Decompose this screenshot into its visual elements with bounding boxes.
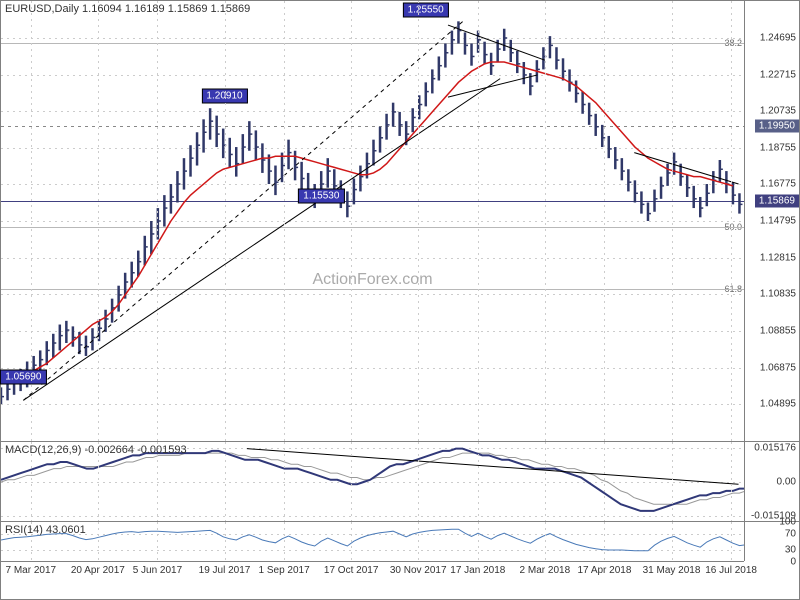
macd-title: MACD(12,26,9) -0.002664 -0.001593 bbox=[5, 444, 187, 456]
x-tick-label: 31 May 2018 bbox=[643, 565, 701, 576]
main-y-axis: 1.048951.068751.088551.108351.128151.147… bbox=[744, 1, 799, 441]
macd-y-axis: -0.0151090.000.015176 bbox=[744, 442, 799, 521]
price-label: 1.15530 bbox=[298, 188, 344, 203]
x-tick-label: 20 Apr 2017 bbox=[71, 565, 125, 576]
rsi-title: RSI(14) 43.0601 bbox=[5, 524, 86, 536]
instrument-title: EURUSD,Daily 1.16094 1.16189 1.15869 1.1… bbox=[5, 3, 250, 15]
main-panel: EURUSD,Daily 1.16094 1.16189 1.15869 1.1… bbox=[1, 1, 799, 441]
macd-panel: MACD(12,26,9) -0.002664 -0.001593 -0.015… bbox=[1, 441, 799, 521]
x-tick-label: 19 Jul 2017 bbox=[199, 565, 251, 576]
chart-container: EURUSD,Daily 1.16094 1.16189 1.15869 1.1… bbox=[0, 0, 800, 600]
macd-plot-area[interactable]: MACD(12,26,9) -0.002664 -0.001593 bbox=[1, 442, 744, 521]
x-tick-label: 2 Mar 2018 bbox=[520, 565, 571, 576]
rsi-panel: RSI(14) 43.0601 03070100 7 Mar 2017 20 Ap… bbox=[1, 521, 799, 581]
x-tick-label: 7 Mar 2017 bbox=[6, 565, 57, 576]
rsi-plot-area[interactable]: RSI(14) 43.0601 bbox=[1, 522, 744, 561]
x-tick-label: 17 Apr 2018 bbox=[577, 565, 631, 576]
x-tick-label: 5 Jun 2017 bbox=[133, 565, 183, 576]
price-label: 1.05690 bbox=[0, 370, 46, 385]
x-axis: 7 Mar 2017 20 Apr 2017 5 Jun 2017 19 Jul 20… bbox=[1, 561, 744, 581]
x-tick-label: 1 Sep 2017 bbox=[259, 565, 310, 576]
price-label: 1.25550 bbox=[403, 3, 449, 18]
x-tick-label: 17 Jan 2018 bbox=[450, 565, 505, 576]
main-plot-area[interactable]: EURUSD,Daily 1.16094 1.16189 1.15869 1.1… bbox=[1, 1, 744, 441]
rsi-y-axis: 03070100 bbox=[744, 522, 799, 561]
x-tick-label: 17 Oct 2017 bbox=[324, 565, 378, 576]
x-tick-label: 30 Nov 2017 bbox=[390, 565, 447, 576]
watermark: ActionForex.com bbox=[312, 271, 432, 289]
x-tick-label: 16 Jul 2018 bbox=[705, 565, 757, 576]
